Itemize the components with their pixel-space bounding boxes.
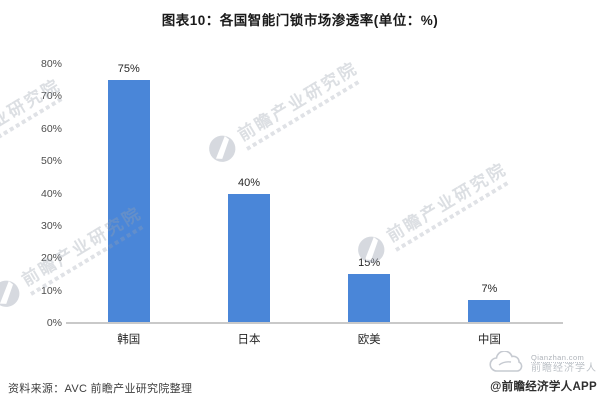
y-tick-label: 30% [40, 219, 62, 232]
bar-value-label: 7% [481, 283, 498, 296]
y-tick-label: 80% [40, 58, 62, 70]
bar [468, 300, 511, 323]
x-category-label: 日本 [237, 334, 261, 346]
credit-handle: @前瞻经济学人APP [490, 381, 597, 393]
bar [228, 193, 270, 323]
qianzhan-logo-url: Qianzhan.com [531, 352, 585, 363]
y-tick-label: 0% [46, 317, 62, 329]
qianzhan-cloud-logo: Qianzhan.com 前瞻经济学人 [487, 351, 597, 376]
qianzhan-logo-texts: Qianzhan.com 前瞻经济学人 [531, 353, 597, 375]
cloud-icon [489, 351, 523, 372]
bar-value-label: 40% [237, 176, 261, 189]
y-tick-label: 20% [40, 252, 62, 265]
bar-value-label: 15% [358, 257, 381, 270]
credit-block: Qianzhan.com 前瞻经济学人 @前瞻经济学人APP [487, 351, 597, 394]
x-category-label: 韩国 [117, 334, 141, 346]
source-note: 资料来源：AVC 前瞻产业研究院整理 [8, 383, 193, 395]
y-tick-label: 50% [40, 155, 62, 168]
y-tick-label: 60% [40, 122, 62, 135]
x-category-label: 中国 [477, 334, 501, 346]
bar [107, 80, 150, 323]
page-title: 图表10：各国智能门锁市场渗透率(单位：%) [161, 13, 439, 28]
y-tick-label: 40% [40, 187, 62, 200]
x-category-label: 欧美 [357, 334, 381, 346]
y-tick-label: 10% [40, 284, 62, 297]
x-axis-line [66, 322, 563, 324]
bar [348, 274, 391, 323]
bar-value-label: 75% [117, 63, 140, 76]
y-tick-label: 70% [40, 90, 62, 103]
qianzhan-logo-name: 前瞻经济学人 [531, 362, 597, 374]
